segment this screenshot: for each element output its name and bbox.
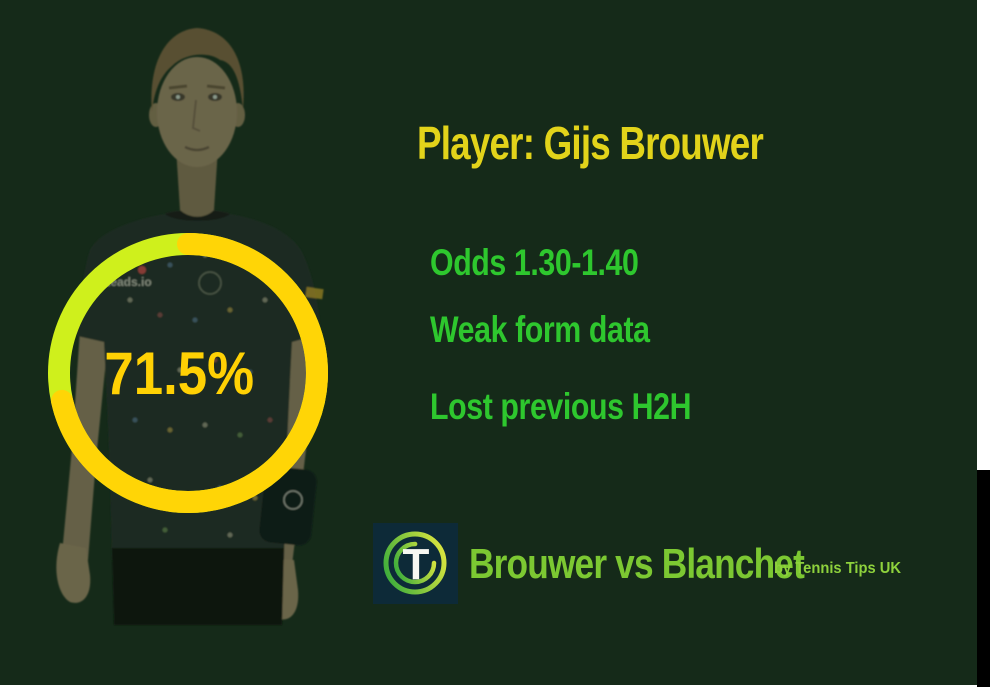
wristband — [259, 466, 317, 546]
tennis-tips-logo: T — [373, 523, 458, 604]
note-form: Weak form data — [430, 309, 650, 350]
note-odds: Odds 1.30-1.40 — [430, 242, 639, 283]
gauge-label-box: 71.5% — [46, 231, 330, 515]
hair — [151, 28, 244, 112]
tennis-ball-icon — [383, 531, 447, 595]
bottom-edge-white-line — [0, 685, 977, 687]
note-h2h: Lost previous H2H — [430, 386, 692, 427]
page-title: Player: Gijs Brouwer — [417, 117, 764, 169]
shirt-crest-icon — [198, 271, 222, 295]
wristband-logo-icon — [283, 490, 303, 510]
byline: by Tennis Tips UK — [774, 560, 902, 577]
shirt-sponsor-mark-icon — [138, 266, 146, 274]
tennis-ball-seam-icon — [393, 541, 437, 585]
player-silhouette: Leads.io — [56, 28, 324, 625]
logo-letter: T — [403, 540, 430, 589]
sleeve-patch — [305, 286, 324, 300]
gauge-percent-label: 71.5% — [104, 339, 255, 407]
win-probability-gauge — [48, 233, 328, 513]
match-title: Brouwer vs Blanchet — [469, 540, 805, 587]
gauge-value-arc — [48, 233, 328, 513]
right-edge-white-strip — [977, 0, 990, 470]
face — [157, 57, 237, 167]
right-edge-black-strip — [977, 470, 990, 687]
shorts — [112, 548, 284, 625]
player-photo: Leads.io — [56, 28, 324, 625]
hand — [56, 543, 91, 603]
